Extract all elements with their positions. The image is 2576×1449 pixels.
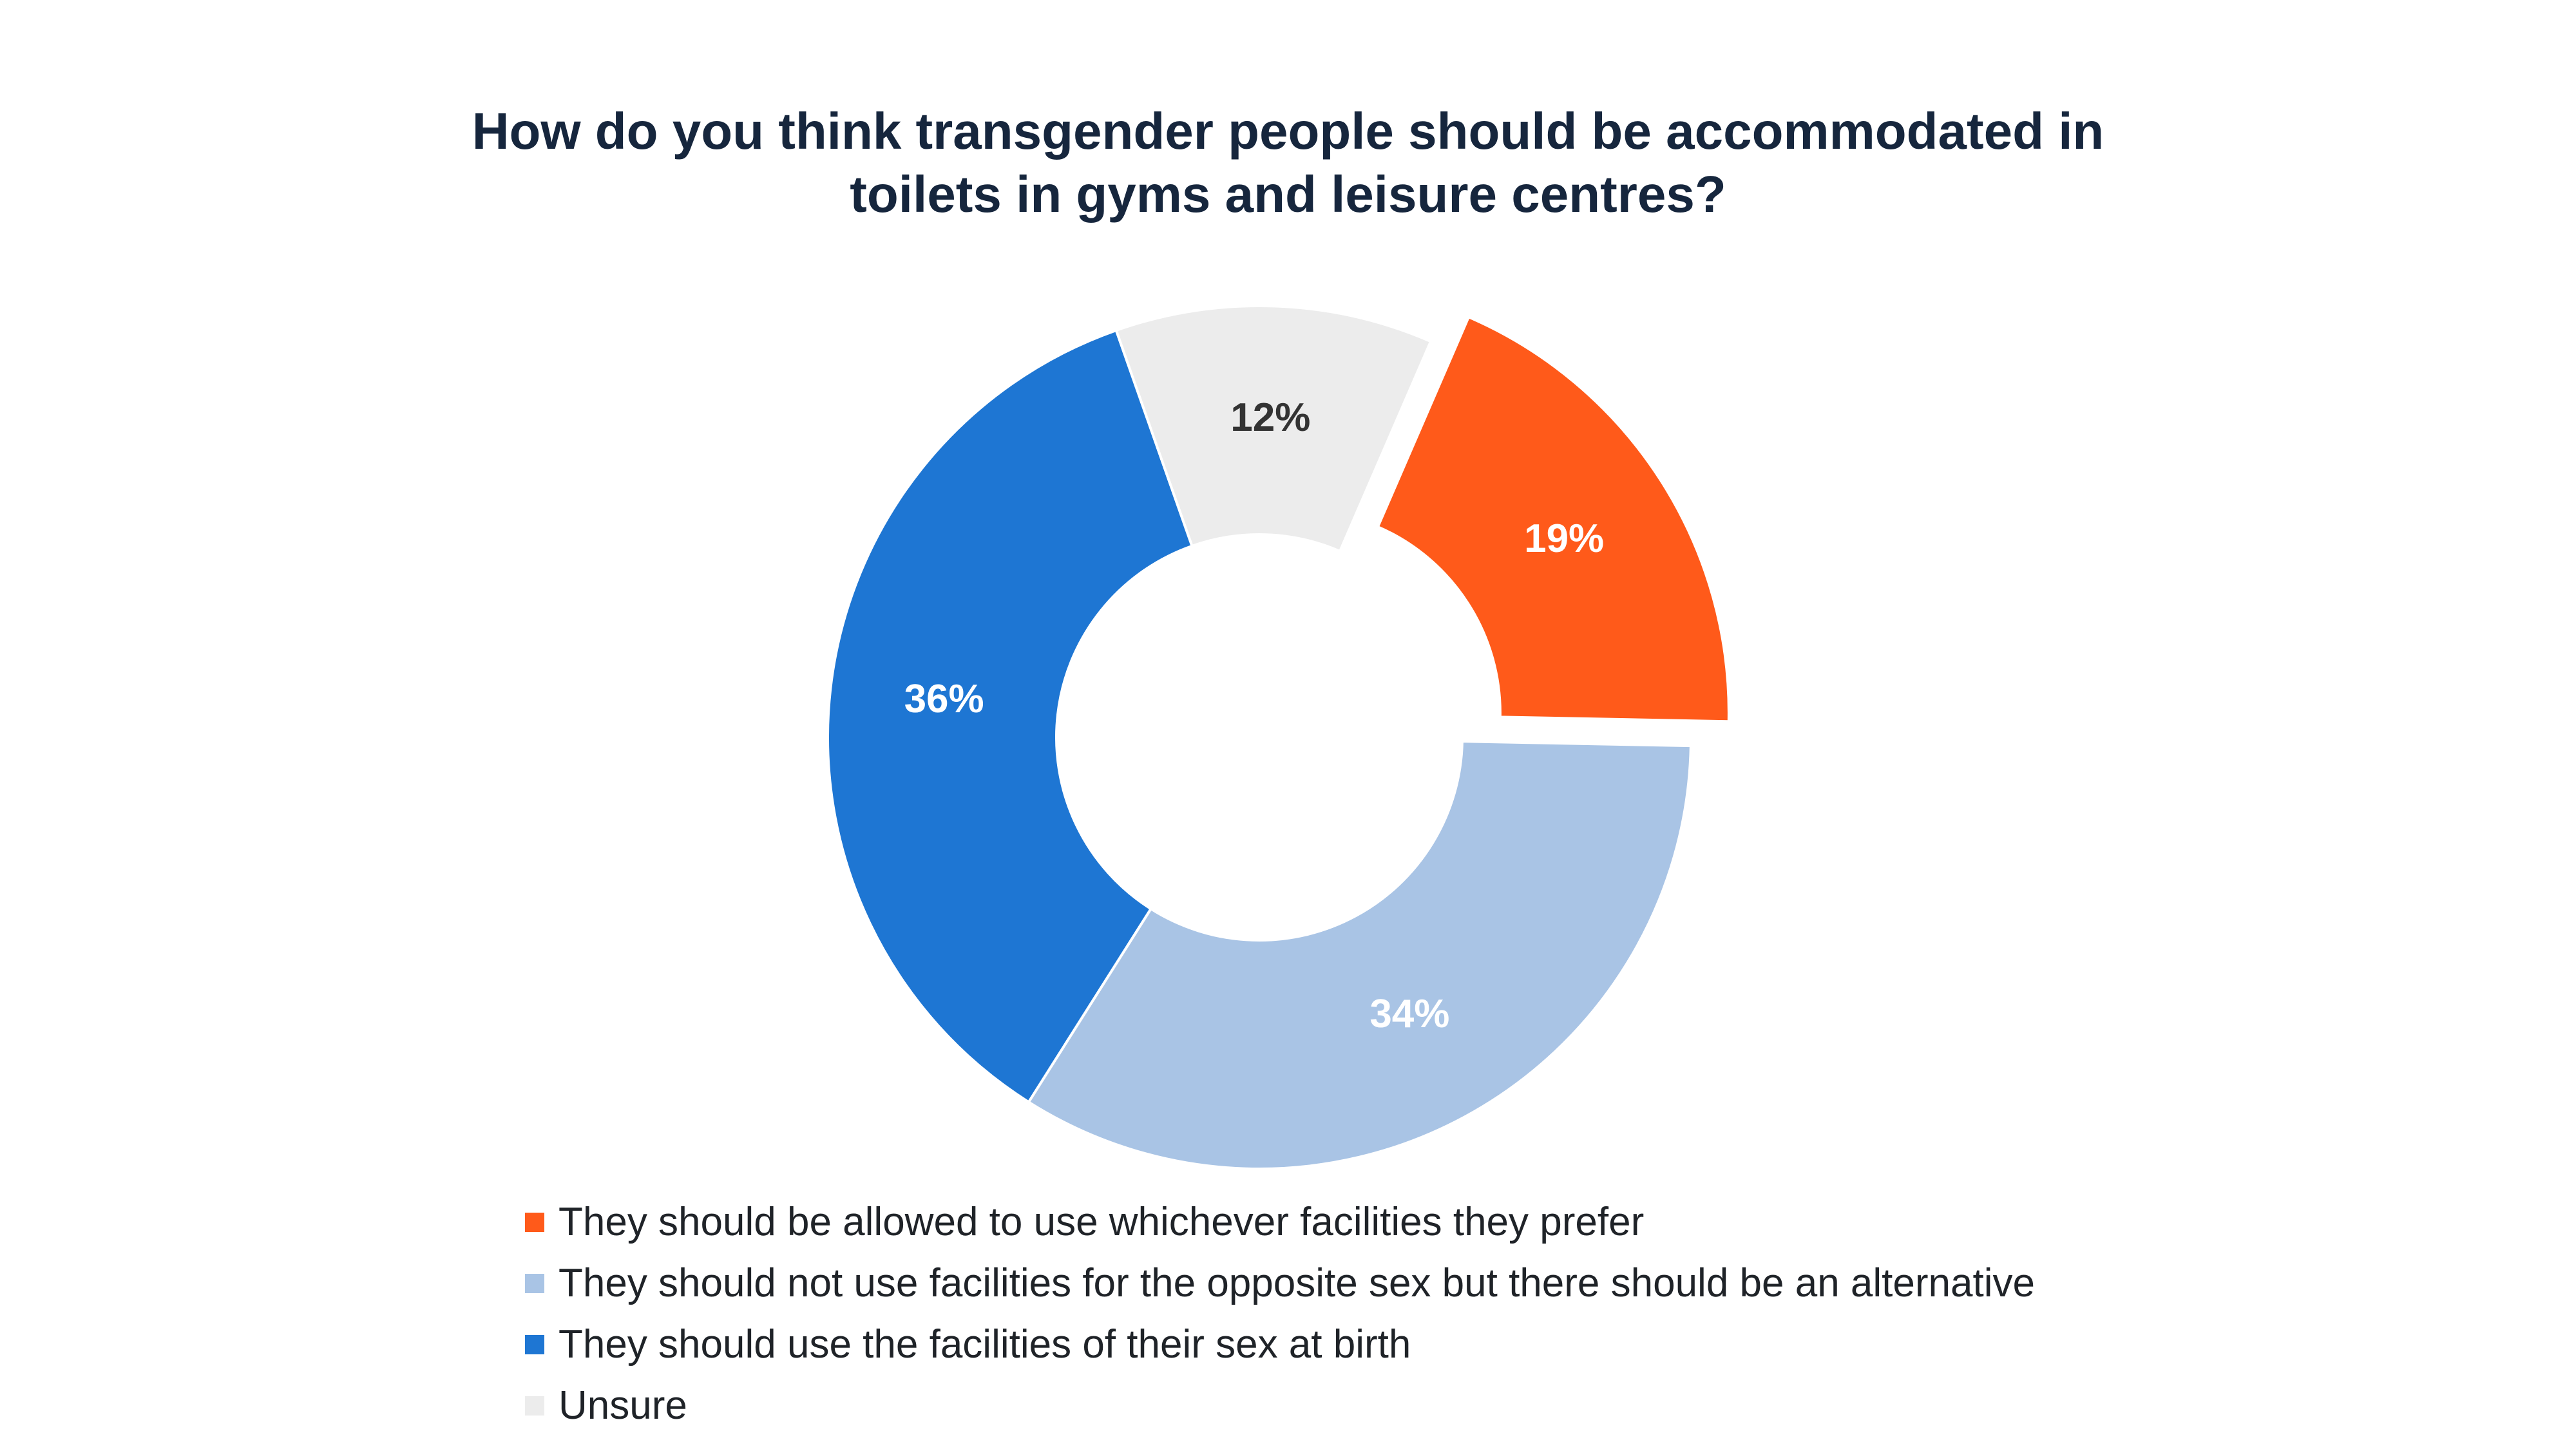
donut-slice-sex-at-birth <box>826 328 1194 1104</box>
donut-slice-alternative <box>1027 740 1692 1170</box>
legend-label: They should not use facilities for the o… <box>558 1261 2035 1305</box>
chart-title-line-1: How do you think transgender people shou… <box>472 102 2104 160</box>
legend-item-alternative: They should not use facilities for the o… <box>525 1253 2035 1314</box>
donut-slice-prefer <box>1376 315 1730 723</box>
legend-swatch <box>525 1273 544 1293</box>
legend-swatch <box>525 1212 544 1232</box>
slice-label-unsure: 12% <box>1230 395 1310 440</box>
legend-label: They should be allowed to use whichever … <box>558 1200 1645 1244</box>
chart-title-line-2: toilets in gyms and leisure centres? <box>850 166 1726 223</box>
slice-label-sex-at-birth: 36% <box>904 677 984 721</box>
chart-title: How do you think transgender people shou… <box>0 100 2576 226</box>
slice-label-prefer: 19% <box>1524 516 1604 561</box>
legend-swatch <box>525 1334 544 1354</box>
legend-item-sex-at-birth: They should use the facilities of their … <box>525 1314 2035 1375</box>
legend-item-unsure: Unsure <box>525 1375 2035 1436</box>
legend-swatch <box>525 1396 544 1416</box>
legend-label: They should use the facilities of their … <box>558 1322 1411 1367</box>
chart-legend: They should be allowed to use whichever … <box>525 1191 2035 1436</box>
slice-label-alternative: 34% <box>1369 992 1449 1036</box>
legend-item-prefer: They should be allowed to use whichever … <box>525 1191 2035 1253</box>
donut-slice-unsure <box>1114 305 1433 553</box>
legend-label: Unsure <box>558 1383 687 1428</box>
